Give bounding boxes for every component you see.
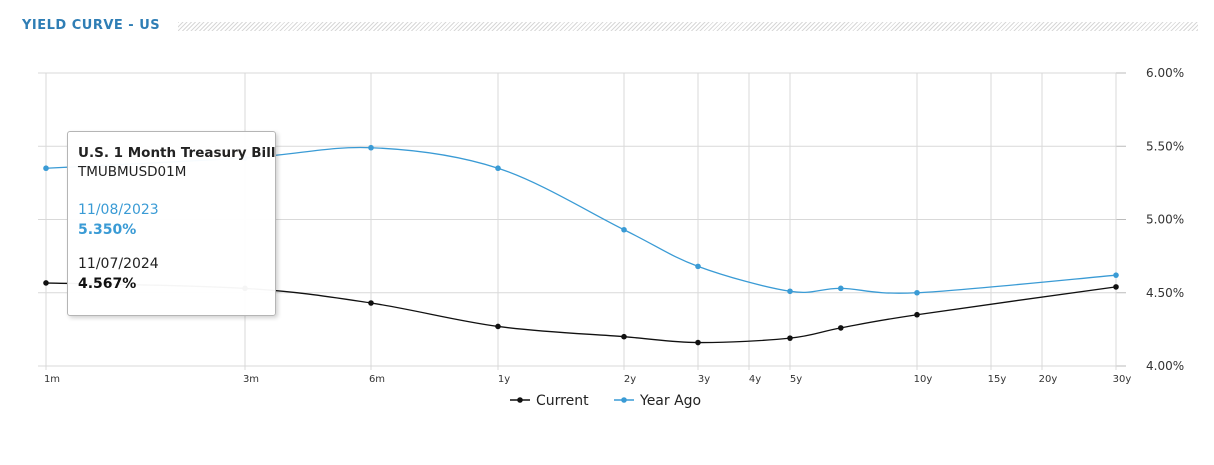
legend-year-ago-label[interactable]: Year Ago — [639, 393, 701, 409]
tooltip-year-ago-value: 5.350% — [78, 222, 137, 238]
tooltip-current-value: 4.567% — [78, 276, 137, 292]
x-tick-label: 4y — [749, 374, 761, 385]
current-data-point[interactable] — [695, 339, 701, 346]
title-hatch-divider — [178, 22, 1198, 31]
tooltip-symbol: TMUBMUSD01M — [78, 164, 187, 180]
legend-current-marker — [517, 397, 523, 403]
legend-current-label[interactable]: Current — [536, 393, 589, 409]
current-data-point[interactable] — [43, 280, 49, 286]
current-data-point[interactable] — [368, 300, 374, 306]
x-tick-label: 15y — [988, 374, 1007, 385]
current-data-point[interactable] — [838, 325, 844, 331]
y-tick-label: 5.50% — [1146, 139, 1184, 153]
year-ago-data-point[interactable] — [43, 165, 49, 172]
x-tick-label: 5y — [790, 374, 802, 385]
year-ago-data-point[interactable] — [621, 226, 627, 233]
current-data-point[interactable] — [787, 335, 793, 341]
year-ago-data-point[interactable] — [368, 144, 374, 151]
current-data-point[interactable] — [621, 333, 627, 340]
year-ago-data-point[interactable] — [695, 263, 701, 270]
x-tick-label: 10y — [914, 374, 933, 385]
year-ago-data-point[interactable] — [914, 289, 920, 296]
x-tick-label: 2y — [624, 374, 636, 385]
tooltip-current-date: 11/07/2024 — [78, 256, 159, 272]
current-data-point[interactable] — [914, 311, 920, 318]
y-axis-ticks: 6.00% 5.50% 5.00% 4.50% 4.00% — [1146, 66, 1184, 373]
tooltip-year-ago-date: 11/08/2023 — [78, 202, 159, 218]
x-tick-label: 6m — [369, 374, 385, 385]
current-data-point[interactable] — [495, 323, 501, 330]
chart-header: YIELD CURVE - US — [22, 16, 1198, 38]
y-tick-label: 6.00% — [1146, 66, 1184, 80]
year-ago-data-point[interactable] — [495, 165, 501, 172]
x-tick-label: 20y — [1039, 374, 1058, 385]
x-tick-label: 30y — [1113, 374, 1132, 385]
tooltip-instrument-name: U.S. 1 Month Treasury Bill — [78, 145, 276, 161]
x-tick-label: 1m — [44, 374, 60, 385]
y-tick-label: 4.50% — [1146, 286, 1184, 300]
chart-title: YIELD CURVE - US — [22, 18, 161, 33]
y-tick-label: 4.00% — [1146, 359, 1184, 373]
x-axis-ticks: 1m 3m 6m 1y 2y 3y 4y 5y 10y 15y 20y 30y — [44, 374, 1131, 385]
x-tick-label: 3y — [698, 374, 710, 385]
year-ago-data-point[interactable] — [838, 285, 844, 292]
data-tooltip: U.S. 1 Month Treasury Bill TMUBMUSD01M 1… — [67, 131, 276, 316]
x-tick-label: 3m — [243, 374, 259, 385]
year-ago-data-point[interactable] — [1113, 272, 1119, 278]
y-tick-label: 5.00% — [1146, 213, 1184, 227]
legend-year-ago-marker — [621, 397, 627, 403]
x-tick-label: 1y — [498, 374, 510, 385]
legend: Current Year Ago — [510, 393, 701, 409]
year-ago-data-point[interactable] — [787, 288, 793, 295]
current-data-point[interactable] — [1113, 284, 1119, 290]
